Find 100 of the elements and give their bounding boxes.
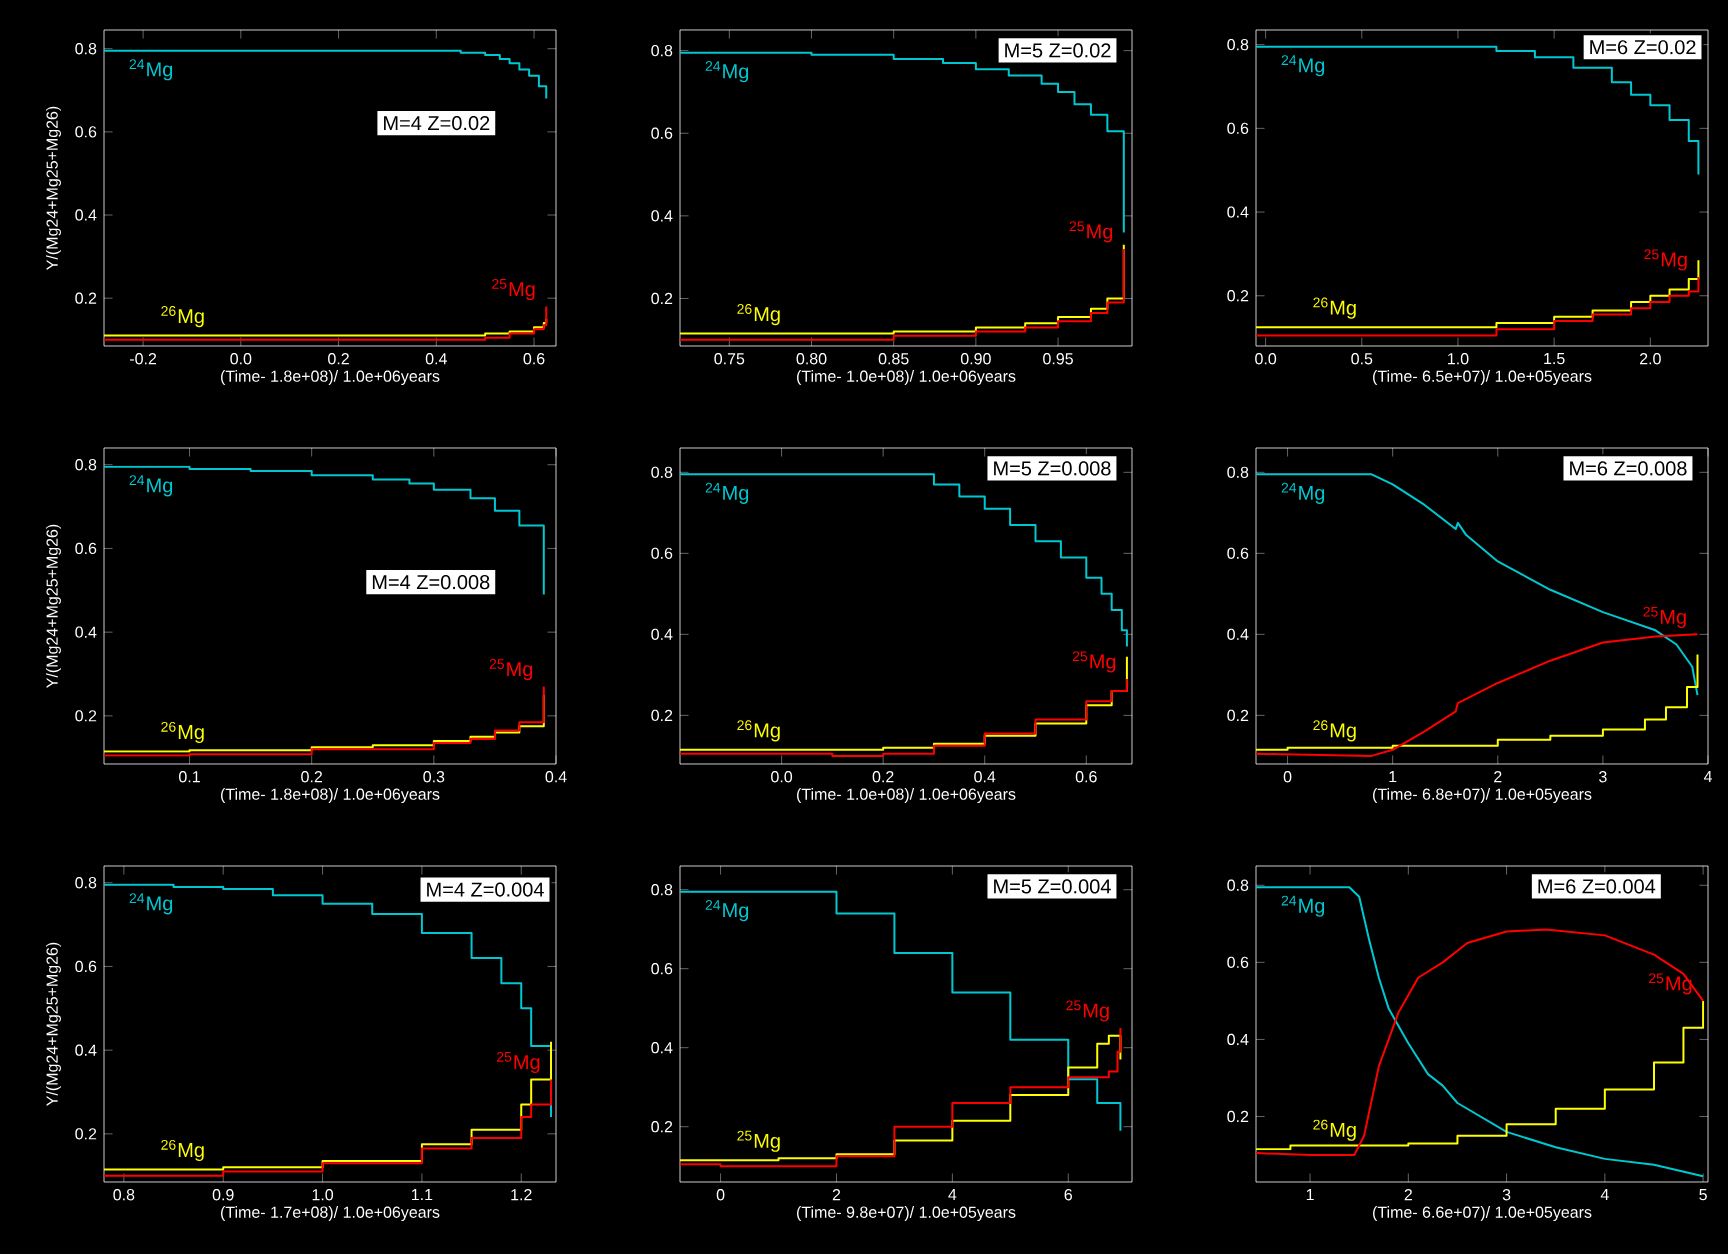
series-label: $^{24}$Mg — [1281, 895, 1325, 917]
series-label: $^{26}$Mg — [1313, 1119, 1356, 1141]
x-tick-label: 1.0 — [1448, 353, 1469, 365]
y-tick-label: 0.2 — [75, 1128, 97, 1140]
y-tick-label: 0.8 — [75, 43, 97, 55]
x-axis-title: (Time- 6.8e+07)/ 1.0e+05years — [1373, 788, 1592, 804]
y-tick-label: 0.2 — [651, 709, 673, 722]
series-label: $^{26}$Mg — [161, 306, 204, 328]
x-tick-label: 4 — [1703, 771, 1712, 783]
y-axis-title: Y/(Mg24+Mg25+Mg26) — [46, 942, 61, 1106]
y-tick-label: 0.6 — [1227, 956, 1249, 969]
x-axis-title: (Time- 6.5e+07)/ 1.0e+05years — [1373, 370, 1592, 386]
y-tick-label: 0.8 — [1227, 38, 1249, 51]
x-axis-title: (Time- 6.6e+07)/ 1.0e+05years — [1373, 1206, 1592, 1222]
x-tick-label: 0.0 — [230, 353, 252, 365]
series-label: $^{25}$Mg — [737, 1130, 780, 1152]
line-series — [1256, 633, 1699, 757]
y-tick-label: 0.8 — [1227, 879, 1249, 891]
y-tick-label: 0.4 — [1227, 206, 1249, 218]
annotation: M=4 Z=0.008 — [372, 575, 490, 590]
x-tick-label: 0.8 — [113, 1189, 135, 1201]
y-tick-label: 0.4 — [651, 210, 673, 222]
x-axis-title: (Time- 1.8e+08)/ 1.0e+06years — [221, 370, 440, 386]
series-label: $^{26}$Mg — [1313, 720, 1356, 742]
x-tick-label: 1.1 — [412, 1189, 433, 1201]
series-label: $^{26}$Mg — [737, 720, 780, 742]
x-tick-label: 0 — [1283, 771, 1292, 783]
series-label: $^{24}$Mg — [129, 475, 173, 497]
y-tick-label: 0.8 — [75, 877, 97, 889]
annotation: M=6 Z=0.008 — [1570, 461, 1687, 476]
series-label: $^{24}$Mg — [705, 482, 749, 504]
series-label: $^{26}$Mg — [161, 1139, 204, 1162]
x-tick-label: 0.0 — [771, 771, 793, 783]
series-label: $^{26}$Mg — [737, 304, 780, 326]
x-axis-title: (Time- 1.0e+08)/ 1.0e+06years — [797, 370, 1016, 386]
y-tick-label: 0.6 — [75, 542, 97, 555]
y-tick-label: 0.4 — [75, 626, 97, 638]
series-label: $^{24}$Mg — [705, 61, 749, 83]
annotation: M=6 Z=0.004 — [1538, 879, 1656, 894]
x-tick-label: 0.2 — [301, 771, 322, 783]
y-tick-label: 0.6 — [651, 547, 673, 559]
annotation: M=4 Z=0.02 — [384, 116, 490, 131]
series-label: $^{25}$Mg — [489, 659, 533, 681]
series-label: $^{25}$Mg — [1066, 1000, 1109, 1022]
line-series — [1256, 928, 1705, 1157]
y-tick-label: 0.8 — [75, 459, 97, 471]
series-label: $^{25}$Mg — [496, 1051, 540, 1074]
x-tick-label: 0.90 — [960, 353, 991, 365]
x-tick-label: 3 — [1502, 1189, 1511, 1201]
y-tick-label: 0.2 — [1227, 290, 1249, 302]
annotation: M=5 Z=0.008 — [994, 461, 1111, 476]
y-tick-label: 0.4 — [1227, 1033, 1249, 1046]
x-tick-label: 0.6 — [523, 353, 545, 365]
series-label: $^{25}$Mg — [492, 278, 535, 301]
x-tick-label: 4 — [948, 1189, 957, 1201]
y-tick-label: 0.4 — [1227, 628, 1249, 641]
x-tick-label: 0.80 — [796, 353, 827, 365]
x-tick-label: 2 — [832, 1189, 841, 1201]
series-label: $^{25}$Mg — [1069, 221, 1113, 243]
annotation: M=6 Z=0.02 — [1590, 40, 1696, 55]
x-tick-label: 6 — [1064, 1189, 1072, 1201]
x-tick-label: 0.95 — [1043, 353, 1073, 365]
x-tick-label: -0.2 — [130, 353, 157, 365]
y-tick-label: 0.6 — [651, 127, 673, 139]
x-tick-label: 0.2 — [872, 771, 894, 783]
x-tick-label: 1 — [1389, 771, 1397, 783]
annotation: M=4 Z=0.004 — [427, 882, 544, 897]
series-label: $^{25}$Mg — [1643, 606, 1686, 628]
x-axis-title: (Time- 1.7e+08)/ 1.0e+06years — [221, 1206, 440, 1222]
y-tick-label: 0.8 — [651, 44, 673, 57]
x-tick-label: 0.85 — [878, 353, 909, 365]
y-tick-label: 0.4 — [651, 628, 673, 641]
y-tick-label: 0.4 — [75, 1044, 97, 1056]
x-tick-label: 1.0 — [312, 1189, 334, 1201]
y-tick-label: 0.4 — [75, 209, 97, 221]
x-tick-label: 0.0 — [1255, 353, 1277, 365]
x-tick-label: 4 — [1600, 1189, 1609, 1201]
x-axis-title: (Time- 9.8e+07)/ 1.0e+05years — [797, 1206, 1016, 1222]
y-tick-label: 0.2 — [1227, 1110, 1249, 1123]
series-label: $^{24}$Mg — [1281, 55, 1325, 77]
series-label: $^{26}$Mg — [1313, 297, 1356, 319]
y-tick-label: 0.2 — [651, 1121, 673, 1133]
y-tick-label: 0.6 — [75, 126, 97, 138]
x-tick-label: 0.4 — [545, 771, 567, 783]
x-tick-label: 2 — [1404, 1189, 1412, 1201]
x-tick-label: 1.2 — [511, 1189, 532, 1201]
series-label: $^{25}$Mg — [1644, 249, 1687, 271]
series-label: $^{24}$Mg — [705, 900, 749, 922]
x-tick-label: 1 — [1306, 1189, 1314, 1201]
series-label: $^{25}$Mg — [1649, 973, 1692, 995]
y-tick-label: 0.2 — [651, 292, 673, 305]
y-tick-label: 0.8 — [651, 884, 673, 896]
x-tick-label: 0.9 — [212, 1189, 234, 1201]
annotation: M=5 Z=0.02 — [1005, 43, 1111, 58]
x-tick-label: 0.3 — [423, 771, 445, 783]
y-tick-label: 0.6 — [1227, 547, 1249, 559]
x-tick-label: 0.6 — [1075, 771, 1097, 783]
x-tick-label: 0.1 — [179, 771, 200, 783]
x-axis-title: (Time- 1.0e+08)/ 1.0e+06years — [797, 788, 1016, 804]
series-label: $^{24}$Mg — [129, 59, 173, 81]
